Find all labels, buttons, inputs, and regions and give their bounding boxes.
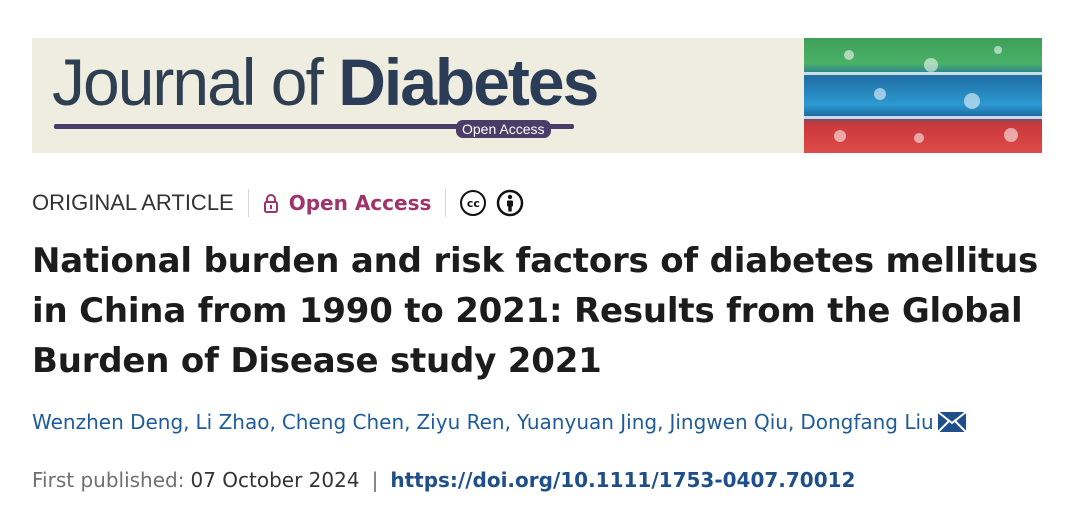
journal-name-light: Journal of bbox=[52, 45, 324, 119]
license-icons[interactable]: cc bbox=[460, 189, 524, 217]
banner-open-access-pill: Open Access bbox=[456, 120, 551, 138]
open-access-badge[interactable]: Open Access bbox=[263, 191, 432, 215]
author-list: Wenzhen Deng, Li Zhao, Cheng Chen, Ziyu … bbox=[32, 410, 966, 434]
first-published-label: First published: bbox=[32, 468, 185, 492]
email-icon[interactable] bbox=[937, 412, 966, 432]
article-meta-row: ORIGINAL ARTICLE Open Access cc bbox=[32, 186, 524, 220]
article-title: National burden and risk factors of diab… bbox=[32, 241, 1039, 381]
author-separator: , bbox=[657, 410, 664, 434]
journal-name-bold: Diabetes bbox=[338, 45, 599, 119]
journal-banner[interactable]: Journal of Diabetes Open Access bbox=[32, 38, 1042, 153]
lock-icon bbox=[263, 194, 278, 213]
publication-info: First published: 07 October 2024 | https… bbox=[32, 468, 855, 492]
author-separator: , bbox=[183, 410, 190, 434]
doi-link[interactable]: https://doi.org/10.1111/1753-0407.70012 bbox=[390, 468, 856, 492]
creative-commons-icon[interactable]: cc bbox=[460, 190, 487, 216]
open-access-label: Open Access bbox=[288, 191, 432, 215]
author-link[interactable]: Li Zhao bbox=[195, 410, 270, 434]
attribution-icon[interactable] bbox=[496, 189, 524, 217]
author-separator: , bbox=[404, 410, 411, 434]
banner-molecule-artwork bbox=[804, 38, 1042, 153]
article-type: ORIGINAL ARTICLE bbox=[32, 190, 234, 215]
publication-date: 07 October 2024 bbox=[190, 468, 360, 492]
author-link[interactable]: Ziyu Ren bbox=[416, 410, 505, 434]
author-link[interactable]: Jingwen Qiu bbox=[669, 410, 788, 434]
divider bbox=[247, 189, 249, 217]
banner-rule bbox=[54, 124, 574, 129]
author-link[interactable]: Cheng Chen bbox=[281, 410, 405, 434]
author-separator: , bbox=[504, 410, 511, 434]
divider bbox=[445, 189, 447, 217]
journal-name: Journal of Diabetes bbox=[52, 45, 599, 119]
author-link[interactable]: Yuanyuan Jing bbox=[516, 410, 658, 434]
author-separator: , bbox=[269, 410, 276, 434]
author-link[interactable]: Dongfang Liu bbox=[800, 410, 934, 434]
separator: | bbox=[371, 468, 379, 492]
author-link[interactable]: Wenzhen Deng bbox=[32, 410, 184, 434]
author-separator: , bbox=[787, 410, 795, 434]
